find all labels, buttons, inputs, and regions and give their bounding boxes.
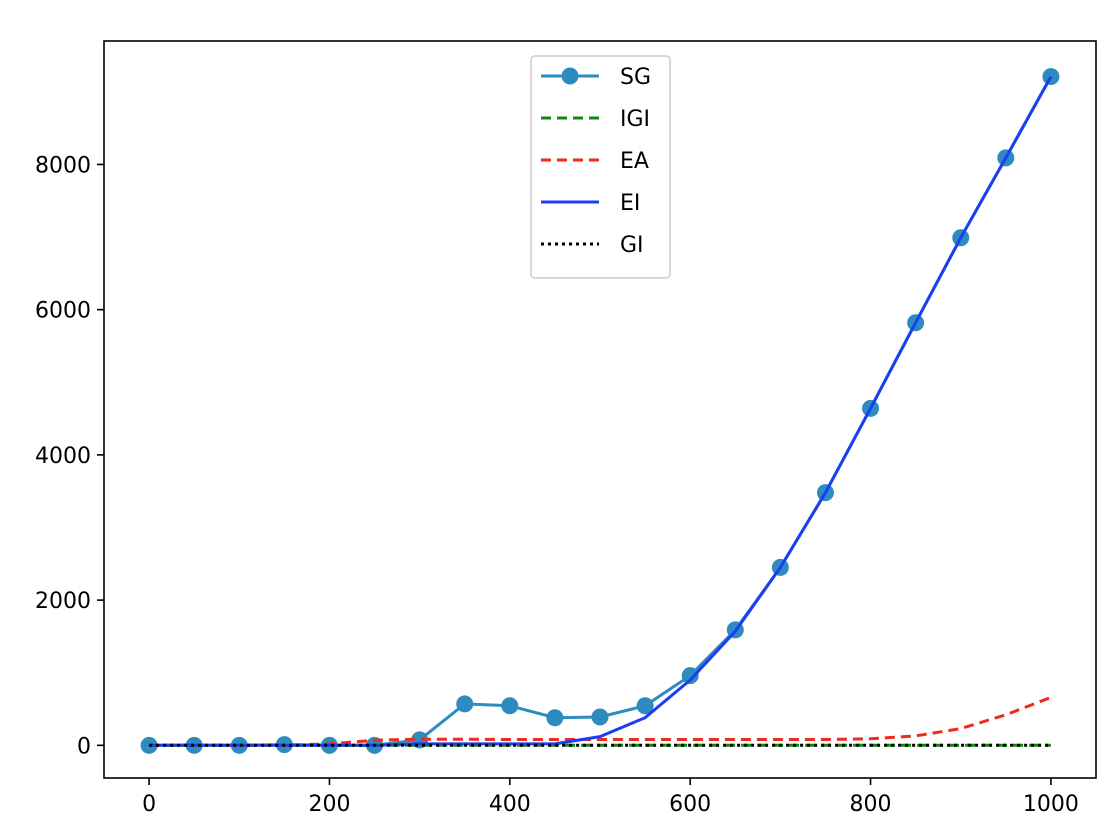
plot-area <box>140 68 1060 754</box>
legend-label-gi: GI <box>620 233 644 258</box>
legend-marker-sg <box>561 67 579 85</box>
y-axis: 0 2000 4000 6000 8000 <box>35 153 104 759</box>
y-tick-label: 0 <box>77 734 91 759</box>
x-axis: 0 200 400 600 800 1000 <box>142 778 1079 817</box>
x-tick-label: 0 <box>142 792 156 817</box>
x-tick-label: 200 <box>308 792 350 817</box>
legend-label-ei: EI <box>620 191 640 216</box>
x-tick-label: 400 <box>489 792 531 817</box>
legend-label-sg: SG <box>620 65 651 90</box>
series-line-ei <box>149 75 1053 747</box>
y-tick-label: 4000 <box>35 444 91 469</box>
y-tick-label: 8000 <box>35 153 91 178</box>
data-point-sg <box>456 695 474 713</box>
data-point-sg <box>681 667 699 685</box>
data-point-sg <box>591 708 609 726</box>
data-point-sg <box>1042 68 1060 86</box>
legend-label-igi: IGI <box>620 107 650 132</box>
y-tick-label: 6000 <box>35 299 91 324</box>
legend-label-ea: EA <box>620 149 649 174</box>
x-tick-label: 800 <box>850 792 892 817</box>
data-point-sg <box>140 736 158 754</box>
legend-box <box>530 55 671 279</box>
x-tick-label: 1000 <box>1023 792 1079 817</box>
data-point-sg <box>546 709 564 727</box>
axes-frame <box>103 40 1097 779</box>
legend: SG IGI EA EI GI <box>530 55 671 279</box>
y-tick-label: 2000 <box>35 589 91 614</box>
data-point-sg <box>636 697 654 715</box>
data-point-sg <box>501 697 519 715</box>
x-tick-label: 600 <box>669 792 711 817</box>
